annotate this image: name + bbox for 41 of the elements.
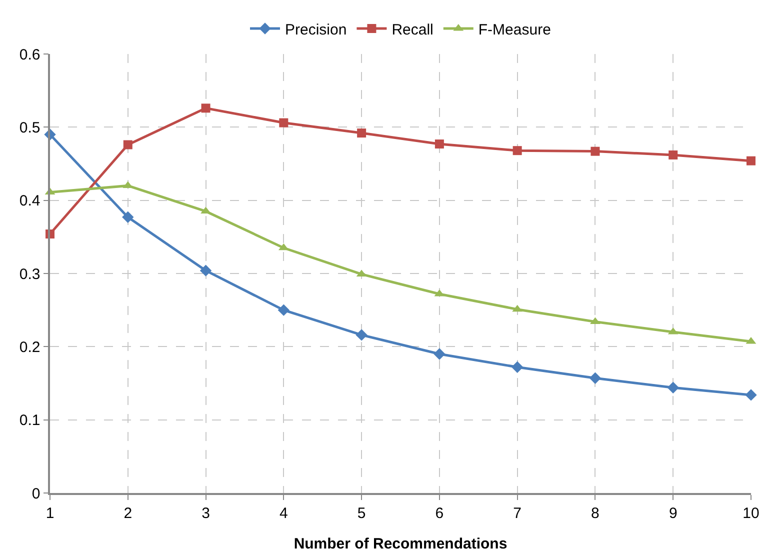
legend-label: Recall [392, 21, 434, 38]
x-tick-label: 1 [46, 504, 54, 522]
legend-label: Precision [285, 21, 347, 38]
point [356, 329, 368, 341]
y-tick-label: 0.2 [19, 338, 40, 356]
y-tick-label: 0 [32, 485, 40, 502]
point [200, 206, 211, 214]
point [279, 118, 288, 128]
point [589, 372, 602, 384]
point [357, 128, 366, 138]
x-tick-label: 8 [591, 504, 600, 522]
y-tick-label: 0.5 [19, 119, 40, 136]
point [200, 264, 212, 276]
y-tick-label: 0.3 [19, 266, 40, 283]
point [434, 140, 444, 148]
x-tick-label: 7 [513, 504, 522, 522]
point [667, 382, 679, 394]
point [590, 146, 600, 156]
x-tick-label: 3 [202, 504, 210, 522]
x-tick-label: 4 [280, 504, 288, 522]
point [123, 140, 132, 150]
x-tick-label: 10 [742, 504, 760, 522]
legend-label: F-Measure [478, 21, 551, 38]
y-tick-label: 0.6 [19, 46, 40, 64]
x-tick-label: 9 [668, 504, 678, 522]
point [512, 146, 522, 156]
point [746, 156, 756, 166]
point [201, 104, 210, 113]
x-axis-title: Number of Recommendations [294, 536, 508, 552]
point [278, 304, 290, 316]
x-tick-label: 6 [435, 504, 444, 522]
point [745, 389, 757, 401]
y-tick-label: 0.4 [19, 192, 40, 210]
point [511, 361, 524, 373]
y-tick-label: 0.1 [19, 412, 40, 430]
x-tick-label: 5 [357, 504, 366, 522]
point [434, 348, 446, 360]
point [668, 150, 678, 160]
x-tick-label: 2 [124, 504, 132, 522]
point [590, 317, 600, 324]
point [122, 211, 134, 224]
